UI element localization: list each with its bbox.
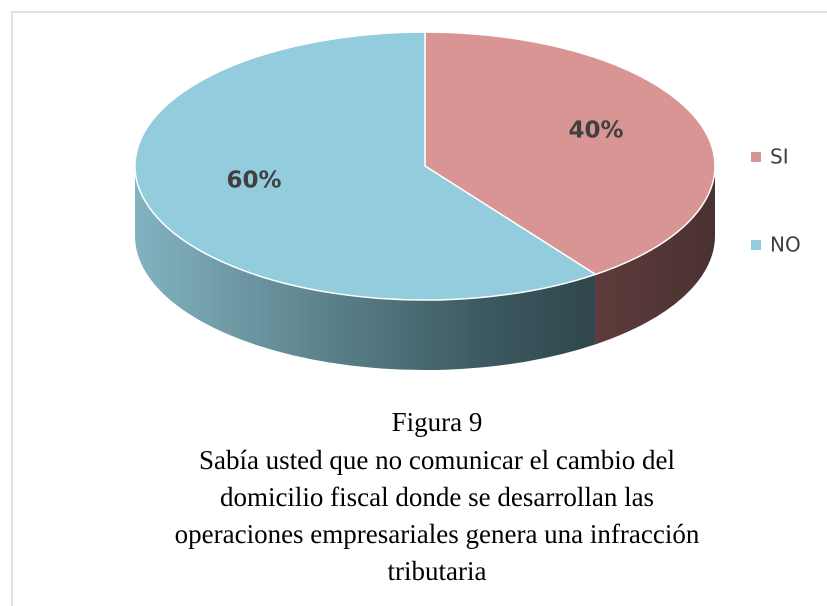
legend-label: SI xyxy=(770,145,789,169)
legend-swatch xyxy=(751,152,761,162)
data-label: 60% xyxy=(226,167,281,193)
caption-line: operaciones empresariales genera una inf… xyxy=(175,519,700,549)
caption-line: domicilio fiscal donde se desarrollan la… xyxy=(220,482,654,512)
caption-line: tributaria xyxy=(388,556,487,586)
pie-side xyxy=(135,166,596,370)
legend-label: NO xyxy=(770,233,801,257)
pie-side xyxy=(595,166,715,345)
caption-line: Sabía usted que no comunicar el cambio d… xyxy=(199,445,675,475)
pie-slice xyxy=(424,31,716,276)
pie-slice xyxy=(134,31,598,301)
chart-border xyxy=(11,11,827,606)
figure-label: Figura 9 xyxy=(392,407,483,437)
legend-swatch xyxy=(751,240,761,250)
data-label: 40% xyxy=(568,118,623,144)
